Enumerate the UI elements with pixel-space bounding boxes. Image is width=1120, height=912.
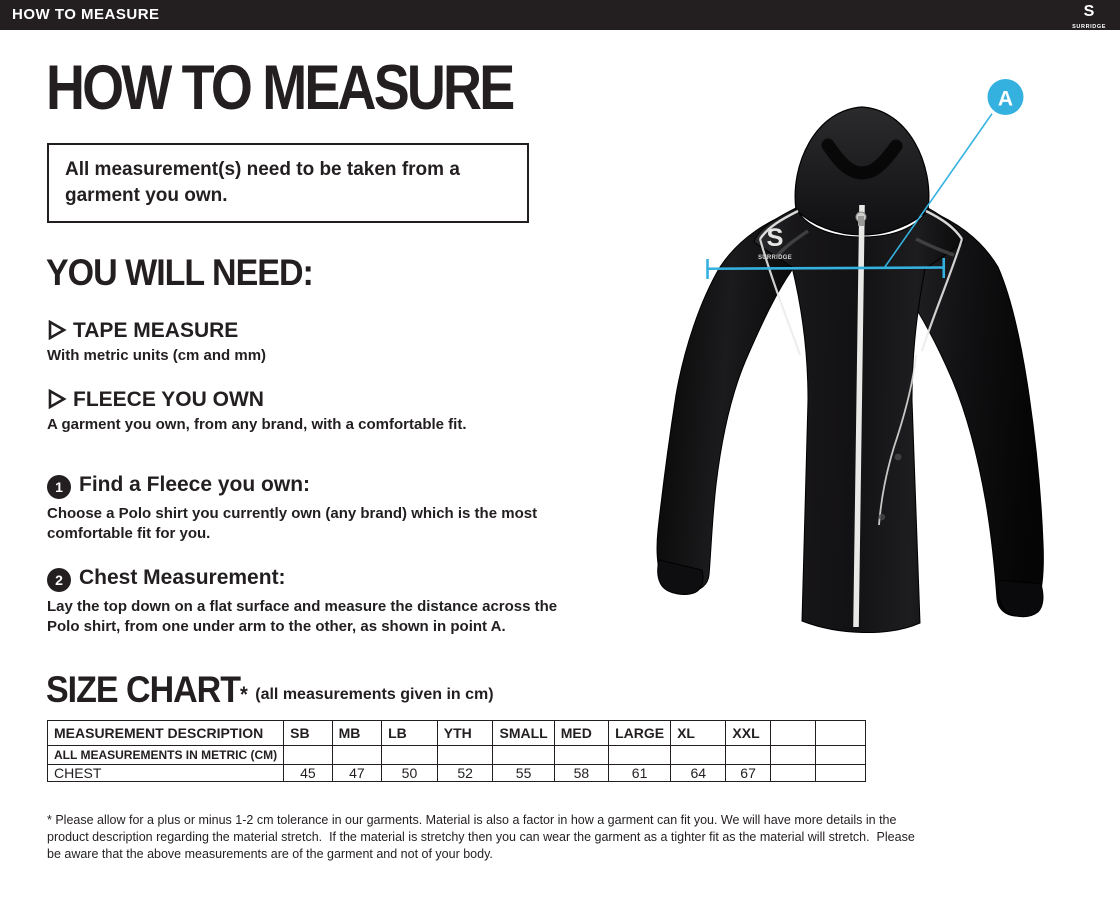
svg-text:A: A bbox=[998, 88, 1013, 111]
svg-text:SURRIDGE: SURRIDGE bbox=[758, 255, 792, 261]
svg-text:S: S bbox=[767, 224, 784, 252]
svg-text:S: S bbox=[1084, 2, 1095, 20]
